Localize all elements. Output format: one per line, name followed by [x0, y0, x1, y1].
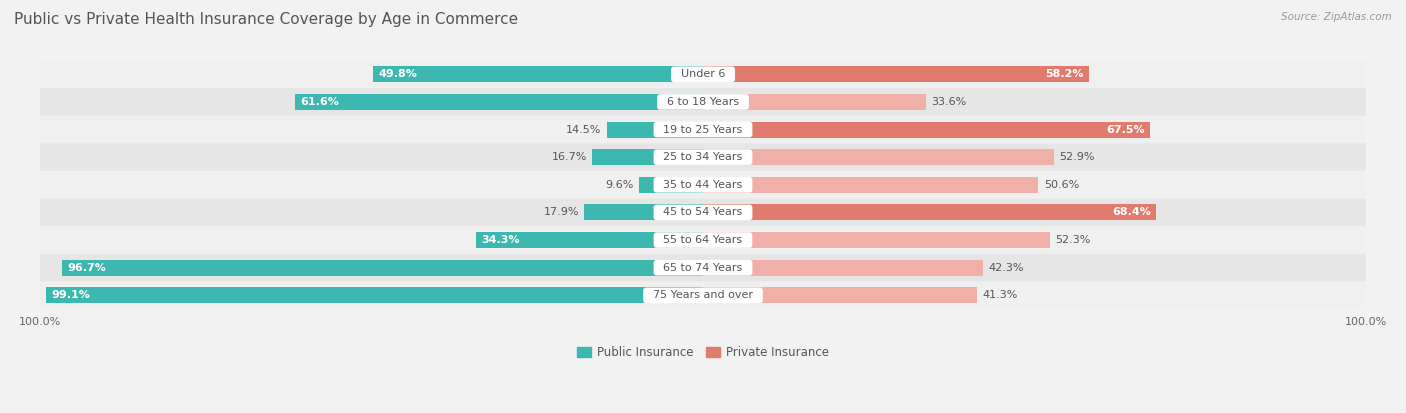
Bar — [640, 177, 703, 193]
Bar — [475, 232, 703, 248]
Bar — [703, 94, 925, 110]
FancyBboxPatch shape — [41, 116, 1365, 143]
Text: 14.5%: 14.5% — [567, 125, 602, 135]
Text: 6 to 18 Years: 6 to 18 Years — [659, 97, 747, 107]
Text: 68.4%: 68.4% — [1112, 207, 1152, 217]
Legend: Public Insurance, Private Insurance: Public Insurance, Private Insurance — [572, 342, 834, 364]
Bar — [703, 287, 977, 303]
Text: 52.9%: 52.9% — [1059, 152, 1094, 162]
FancyBboxPatch shape — [41, 226, 1365, 254]
Text: 61.6%: 61.6% — [299, 97, 339, 107]
Text: 33.6%: 33.6% — [931, 97, 966, 107]
Bar — [62, 260, 703, 276]
Text: 96.7%: 96.7% — [67, 263, 107, 273]
Text: Under 6: Under 6 — [673, 69, 733, 79]
Bar — [585, 204, 703, 221]
Bar — [703, 177, 1039, 193]
Text: 58.2%: 58.2% — [1045, 69, 1084, 79]
Text: 9.6%: 9.6% — [606, 180, 634, 190]
Text: 41.3%: 41.3% — [981, 290, 1018, 300]
Text: 52.3%: 52.3% — [1054, 235, 1090, 245]
FancyBboxPatch shape — [41, 88, 1365, 116]
Text: 50.6%: 50.6% — [1043, 180, 1078, 190]
Text: 35 to 44 Years: 35 to 44 Years — [657, 180, 749, 190]
FancyBboxPatch shape — [41, 143, 1365, 171]
Bar — [592, 149, 703, 165]
Text: 42.3%: 42.3% — [988, 263, 1024, 273]
Text: 16.7%: 16.7% — [551, 152, 586, 162]
Bar — [703, 149, 1053, 165]
FancyBboxPatch shape — [41, 254, 1365, 282]
FancyBboxPatch shape — [41, 171, 1365, 199]
Bar — [607, 121, 703, 138]
Text: 49.8%: 49.8% — [378, 69, 418, 79]
Bar — [703, 121, 1150, 138]
Text: 25 to 34 Years: 25 to 34 Years — [657, 152, 749, 162]
Text: 65 to 74 Years: 65 to 74 Years — [657, 263, 749, 273]
FancyBboxPatch shape — [41, 60, 1365, 88]
Bar — [703, 260, 983, 276]
Text: 34.3%: 34.3% — [481, 235, 519, 245]
Text: 17.9%: 17.9% — [544, 207, 579, 217]
Bar — [703, 232, 1050, 248]
Bar — [373, 66, 703, 82]
FancyBboxPatch shape — [41, 282, 1365, 309]
Text: Public vs Private Health Insurance Coverage by Age in Commerce: Public vs Private Health Insurance Cover… — [14, 12, 519, 27]
Text: 19 to 25 Years: 19 to 25 Years — [657, 125, 749, 135]
Bar — [295, 94, 703, 110]
Text: Source: ZipAtlas.com: Source: ZipAtlas.com — [1281, 12, 1392, 22]
Bar — [703, 66, 1088, 82]
Text: 75 Years and over: 75 Years and over — [645, 290, 761, 300]
Text: 67.5%: 67.5% — [1107, 125, 1144, 135]
Text: 45 to 54 Years: 45 to 54 Years — [657, 207, 749, 217]
Text: 99.1%: 99.1% — [52, 290, 90, 300]
Bar — [46, 287, 703, 303]
Text: 55 to 64 Years: 55 to 64 Years — [657, 235, 749, 245]
FancyBboxPatch shape — [41, 199, 1365, 226]
Bar — [703, 204, 1156, 221]
